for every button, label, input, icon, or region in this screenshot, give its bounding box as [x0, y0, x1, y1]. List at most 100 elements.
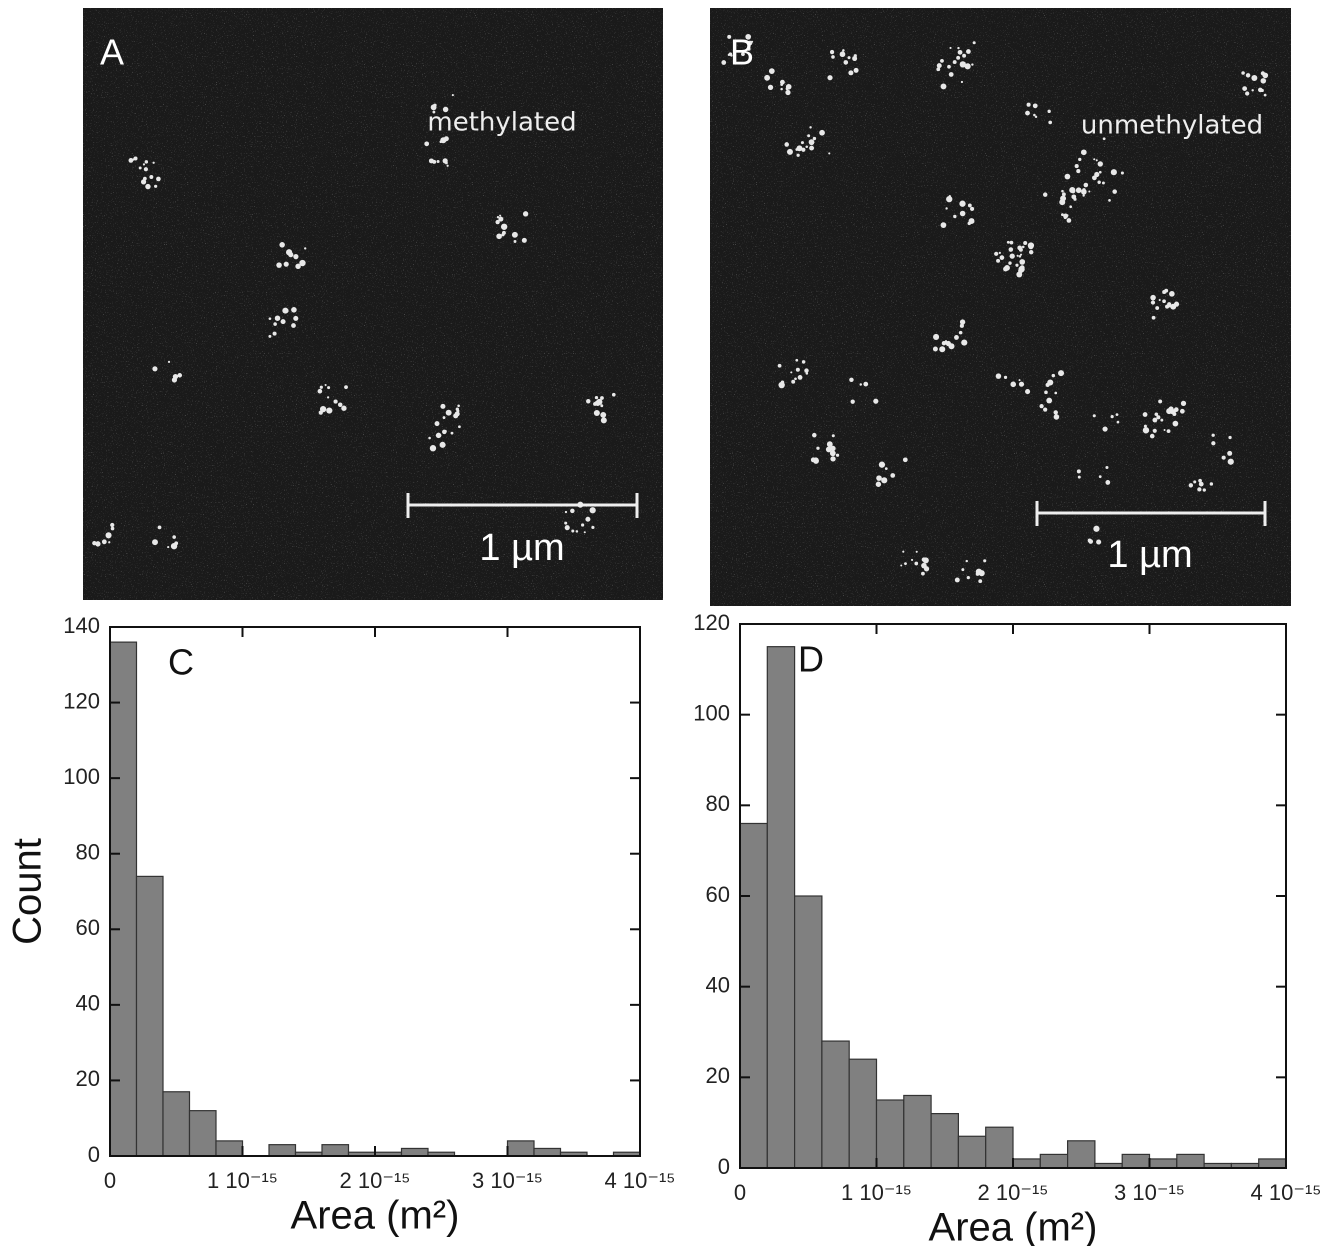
- speck: [451, 93, 454, 97]
- y-tick-label: 20: [706, 1063, 730, 1088]
- speck: [145, 183, 151, 190]
- speck: [1142, 427, 1150, 434]
- y-tick-label: 140: [63, 613, 100, 638]
- y-tick-label: 40: [706, 972, 730, 997]
- speck: [1193, 480, 1197, 484]
- speck: [971, 218, 975, 222]
- bar: [1148, 1158, 1178, 1169]
- speck: [961, 339, 968, 346]
- speck: [1114, 542, 1117, 545]
- speck: [1108, 199, 1111, 202]
- speck: [1053, 414, 1060, 420]
- bar: [903, 1094, 932, 1169]
- speck: [881, 477, 888, 484]
- speck: [319, 385, 323, 389]
- speck: [952, 60, 957, 65]
- speck: [140, 179, 147, 185]
- speck: [809, 140, 815, 146]
- panel-label: C: [168, 642, 194, 683]
- speck: [318, 410, 323, 415]
- speck: [291, 307, 297, 313]
- speck: [453, 413, 459, 419]
- y-tick-label: 60: [706, 882, 730, 907]
- speck: [1082, 194, 1085, 197]
- speck: [741, 52, 745, 57]
- speck: [442, 106, 449, 113]
- speck: [1069, 187, 1076, 194]
- speck: [128, 158, 134, 163]
- speck: [944, 340, 948, 343]
- speck: [1023, 240, 1028, 245]
- speck: [828, 152, 831, 155]
- speck: [853, 67, 859, 73]
- panel-label: D: [798, 639, 824, 680]
- speck: [1166, 408, 1173, 415]
- bar: [109, 641, 138, 1157]
- speck: [1018, 247, 1023, 252]
- speck: [1180, 400, 1187, 407]
- bar: [1121, 1153, 1151, 1169]
- speck: [1172, 420, 1179, 427]
- speck: [747, 40, 753, 46]
- speck: [440, 403, 446, 409]
- speck: [1054, 391, 1058, 395]
- speck: [513, 240, 517, 243]
- speck: [784, 142, 789, 147]
- speck: [948, 195, 951, 198]
- speck: [174, 541, 179, 546]
- y-axis-label: Count: [6, 838, 50, 945]
- speck: [442, 429, 447, 435]
- speck: [948, 72, 954, 77]
- speck: [1098, 475, 1102, 478]
- speck: [812, 136, 817, 141]
- speck: [154, 184, 158, 188]
- speck: [274, 315, 281, 321]
- speck: [1093, 158, 1096, 161]
- speck: [511, 231, 518, 238]
- speck: [1242, 86, 1248, 91]
- speck: [1209, 482, 1214, 486]
- x-tick-label: 1 10⁻¹⁵: [207, 1168, 278, 1193]
- speck: [611, 392, 616, 397]
- speck: [967, 203, 972, 208]
- speck: [432, 110, 436, 114]
- speck: [962, 53, 967, 58]
- speck: [108, 541, 111, 544]
- speck: [964, 63, 971, 70]
- speck: [444, 161, 448, 165]
- speck: [959, 323, 964, 328]
- bar: [400, 1147, 429, 1157]
- speck: [1227, 458, 1234, 465]
- speck: [133, 156, 138, 161]
- speck: [947, 64, 951, 69]
- speck: [959, 61, 966, 68]
- speck: [1069, 205, 1073, 209]
- speck: [876, 475, 882, 481]
- speck: [1009, 240, 1014, 245]
- speck: [304, 247, 307, 250]
- speck: [428, 436, 431, 440]
- speck: [172, 535, 176, 539]
- speck: [902, 457, 908, 463]
- bar: [848, 1058, 878, 1169]
- speck: [1102, 181, 1105, 185]
- speck: [1151, 315, 1156, 320]
- speck: [878, 461, 886, 468]
- speck: [1064, 173, 1071, 180]
- panel-caption: methylated: [427, 108, 576, 138]
- speck: [283, 261, 289, 267]
- speck: [143, 167, 148, 172]
- speck: [727, 34, 732, 39]
- speck: [293, 254, 299, 260]
- bar: [215, 1140, 244, 1157]
- speck: [805, 145, 809, 149]
- speck: [747, 47, 751, 51]
- speck: [940, 83, 947, 90]
- speck: [167, 360, 171, 363]
- speck: [910, 558, 914, 562]
- speck: [1154, 412, 1159, 417]
- y-tick-label: 0: [88, 1142, 100, 1167]
- speck: [333, 399, 338, 404]
- speck: [317, 388, 323, 394]
- speck: [458, 425, 461, 429]
